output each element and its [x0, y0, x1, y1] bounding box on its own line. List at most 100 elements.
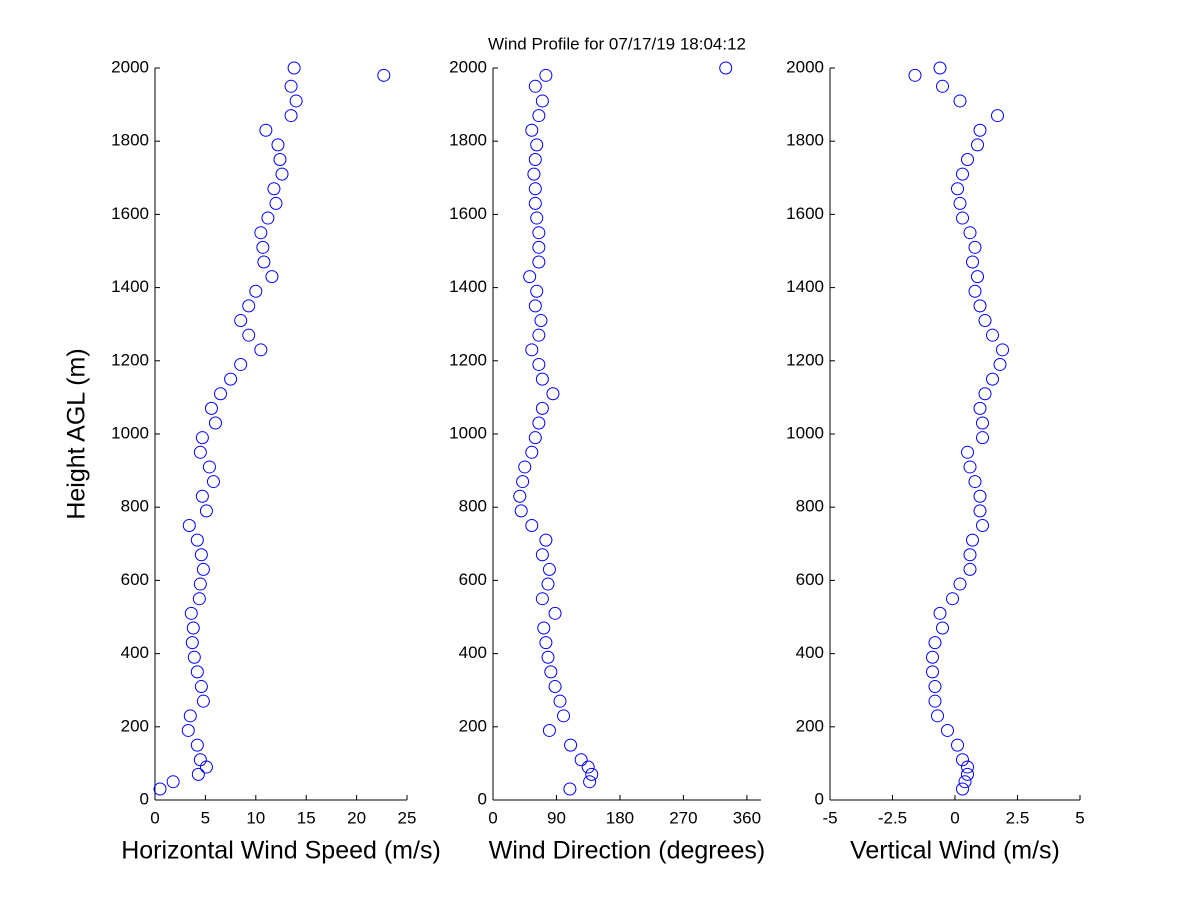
point: [289, 94, 303, 108]
point: [585, 767, 599, 781]
x-tick-label: -2.5: [878, 808, 907, 827]
point: [525, 123, 539, 137]
point: [544, 665, 558, 679]
point: [265, 270, 279, 284]
point: [961, 760, 974, 774]
point: [953, 196, 967, 210]
y-tick-label: 800: [121, 497, 149, 516]
point: [973, 401, 987, 415]
point: [224, 372, 238, 386]
point: [973, 489, 987, 503]
point: [936, 621, 949, 635]
point: [532, 255, 546, 269]
y-tick-label: 1000: [449, 423, 487, 442]
x-axis-label: Vertical Wind (m/s): [850, 837, 1060, 865]
y-tick-label: 1000: [111, 423, 149, 442]
point: [539, 68, 553, 82]
point: [527, 167, 541, 181]
point: [537, 621, 551, 635]
point: [532, 328, 546, 342]
point: [190, 738, 204, 752]
x-tick-label: 2.5: [1006, 808, 1030, 827]
point: [978, 387, 992, 401]
point: [953, 577, 967, 591]
point: [546, 387, 560, 401]
x-tick-label: 5: [1075, 808, 1084, 827]
point: [196, 562, 210, 576]
y-tick-label: 1000: [786, 423, 824, 442]
point: [973, 123, 987, 137]
point: [193, 753, 207, 767]
point: [968, 240, 982, 254]
point: [956, 211, 969, 225]
point: [275, 167, 289, 181]
point: [978, 314, 992, 328]
chart-title: Wind Profile for 07/17/19 18:04:12: [488, 34, 746, 53]
point: [532, 226, 546, 240]
point: [541, 650, 555, 664]
point: [956, 782, 969, 796]
point: [936, 79, 949, 93]
y-tick-label: 1800: [786, 131, 824, 150]
point: [182, 519, 196, 532]
point: [528, 196, 542, 210]
x-tick-label: 180: [606, 808, 634, 827]
point: [986, 372, 999, 386]
point: [548, 606, 562, 620]
point: [719, 61, 733, 75]
point: [563, 782, 577, 796]
point: [933, 606, 947, 620]
point: [184, 606, 198, 620]
x-tick-label: 0: [488, 808, 497, 827]
point: [963, 460, 977, 474]
point: [557, 709, 571, 723]
y-tick-label: 1600: [786, 204, 824, 223]
point: [553, 694, 567, 708]
x-tick-label: 360: [733, 808, 761, 827]
point: [946, 592, 959, 606]
point: [287, 61, 301, 75]
point: [535, 548, 549, 562]
point: [953, 94, 967, 108]
point: [194, 680, 208, 694]
y-tick-label: 2000: [111, 57, 149, 76]
point: [530, 211, 544, 225]
point: [564, 738, 578, 752]
point: [166, 775, 180, 789]
point: [516, 475, 530, 489]
point: [513, 489, 527, 503]
x-tick-label: 270: [669, 808, 697, 827]
point: [214, 387, 228, 401]
point: [535, 592, 549, 606]
point: [976, 431, 989, 445]
y-tick-label: 1400: [449, 277, 487, 296]
point: [528, 79, 542, 93]
point: [190, 665, 204, 679]
point: [525, 519, 539, 532]
y-tick-label: 0: [815, 789, 824, 808]
y-tick-label: 0: [478, 789, 487, 808]
point: [534, 314, 548, 328]
point: [206, 475, 220, 489]
point: [183, 709, 197, 723]
y-tick-label: 800: [459, 497, 487, 516]
point: [532, 109, 546, 123]
point: [963, 226, 977, 240]
point: [257, 255, 271, 269]
point: [956, 753, 969, 767]
point: [267, 182, 281, 196]
point: [242, 299, 256, 313]
point: [185, 636, 199, 650]
y-tick-label: 2000: [786, 57, 824, 76]
y-tick-label: 600: [459, 570, 487, 589]
y-tick-label: 1800: [449, 131, 487, 150]
point: [377, 68, 391, 82]
x-tick-label: 5: [201, 808, 210, 827]
x-tick-label: 10: [246, 808, 265, 827]
y-tick-label: 200: [121, 716, 149, 735]
point: [532, 357, 546, 371]
point: [542, 723, 556, 737]
point: [926, 650, 939, 664]
point: [191, 767, 205, 781]
